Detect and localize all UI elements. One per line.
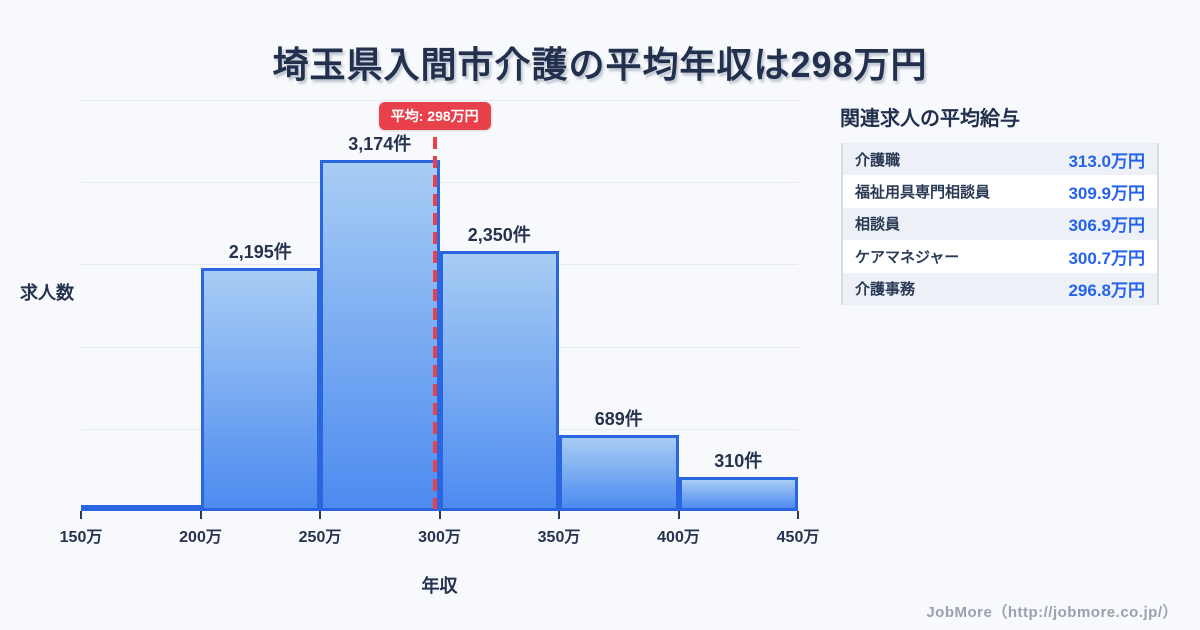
average-line [432,137,437,509]
average-badge: 平均: 298万円 [378,102,491,130]
axis-tick-label: 300万 [418,529,461,546]
table-row: ケアマネジャー 300.7万円 [843,240,1157,272]
x-axis: 150万 200万 250万 300万 350万 400万 450万 [60,511,819,557]
job-salary-value: 306.9万円 [1068,216,1145,236]
job-title-label: 福祉用具専門相談員 [855,184,991,202]
plot-area: 2,195件 3,174件 2,350件 689件 310件 平均: 298万円 [81,100,798,511]
bar-value-label: 2,350件 [467,225,531,245]
bar-value-label: 3,174件 [348,134,412,154]
table-row: 介護職 313.0万円 [843,143,1157,176]
job-salary-value: 300.7万円 [1068,248,1145,268]
axis-tick-label: 200万 [179,529,222,546]
axis-tick [558,511,560,519]
y-axis-label: 求人数 [20,283,74,303]
axis-tick [797,511,799,519]
histogram-bar [439,251,559,511]
job-salary-value: 296.8万円 [1068,281,1145,301]
table-row: 相談員 306.9万円 [843,207,1157,241]
gridline [81,182,798,183]
histogram-bar [200,268,320,511]
histogram-bar [559,435,679,511]
table-row: 福祉用具専門相談員 309.9万円 [843,175,1157,207]
axis-tick-label: 450万 [776,529,820,546]
histogram-bar [81,505,201,511]
axis-tick-label: 150万 [59,529,103,546]
axis-tick-label: 250万 [298,529,342,546]
job-title-label: 相談員 [855,216,901,234]
page-title: 埼玉県入間市介護の平均年収は298万円 [272,44,928,85]
histogram-bar [320,160,440,511]
job-salary-value: 313.0万円 [1068,151,1145,171]
footer-credit: JobMore（http://jobmore.co.jp/） [926,604,1178,621]
job-title-label: ケアマネジャー [855,248,960,266]
table-row: 介護事務 296.8万円 [843,272,1157,305]
bar-value-label: 2,195件 [228,242,292,262]
axis-tick [677,511,680,519]
job-salary-value: 309.9万円 [1068,184,1145,204]
bar-value-label: 310件 [714,451,763,471]
histogram-bar [678,477,798,511]
axis-tick-label: 400万 [657,529,700,546]
axis-tick-label: 350万 [537,529,581,546]
related-jobs-table: 介護職 313.0万円福祉用具専門相談員 309.9万円相談員 306.9万円ケアマネ… [841,143,1159,305]
job-title-label: 介護職 [855,151,901,169]
axis-tick [319,511,321,519]
bar-value-label: 689件 [594,409,643,429]
job-title-label: 介護事務 [855,281,916,299]
gridline [81,100,798,101]
axis-tick [438,511,441,519]
related-jobs-heading: 関連求人の平均給与 [840,108,1020,130]
x-axis-label: 年収 [421,576,458,596]
axis-tick [199,511,202,519]
axis-tick [80,511,82,519]
